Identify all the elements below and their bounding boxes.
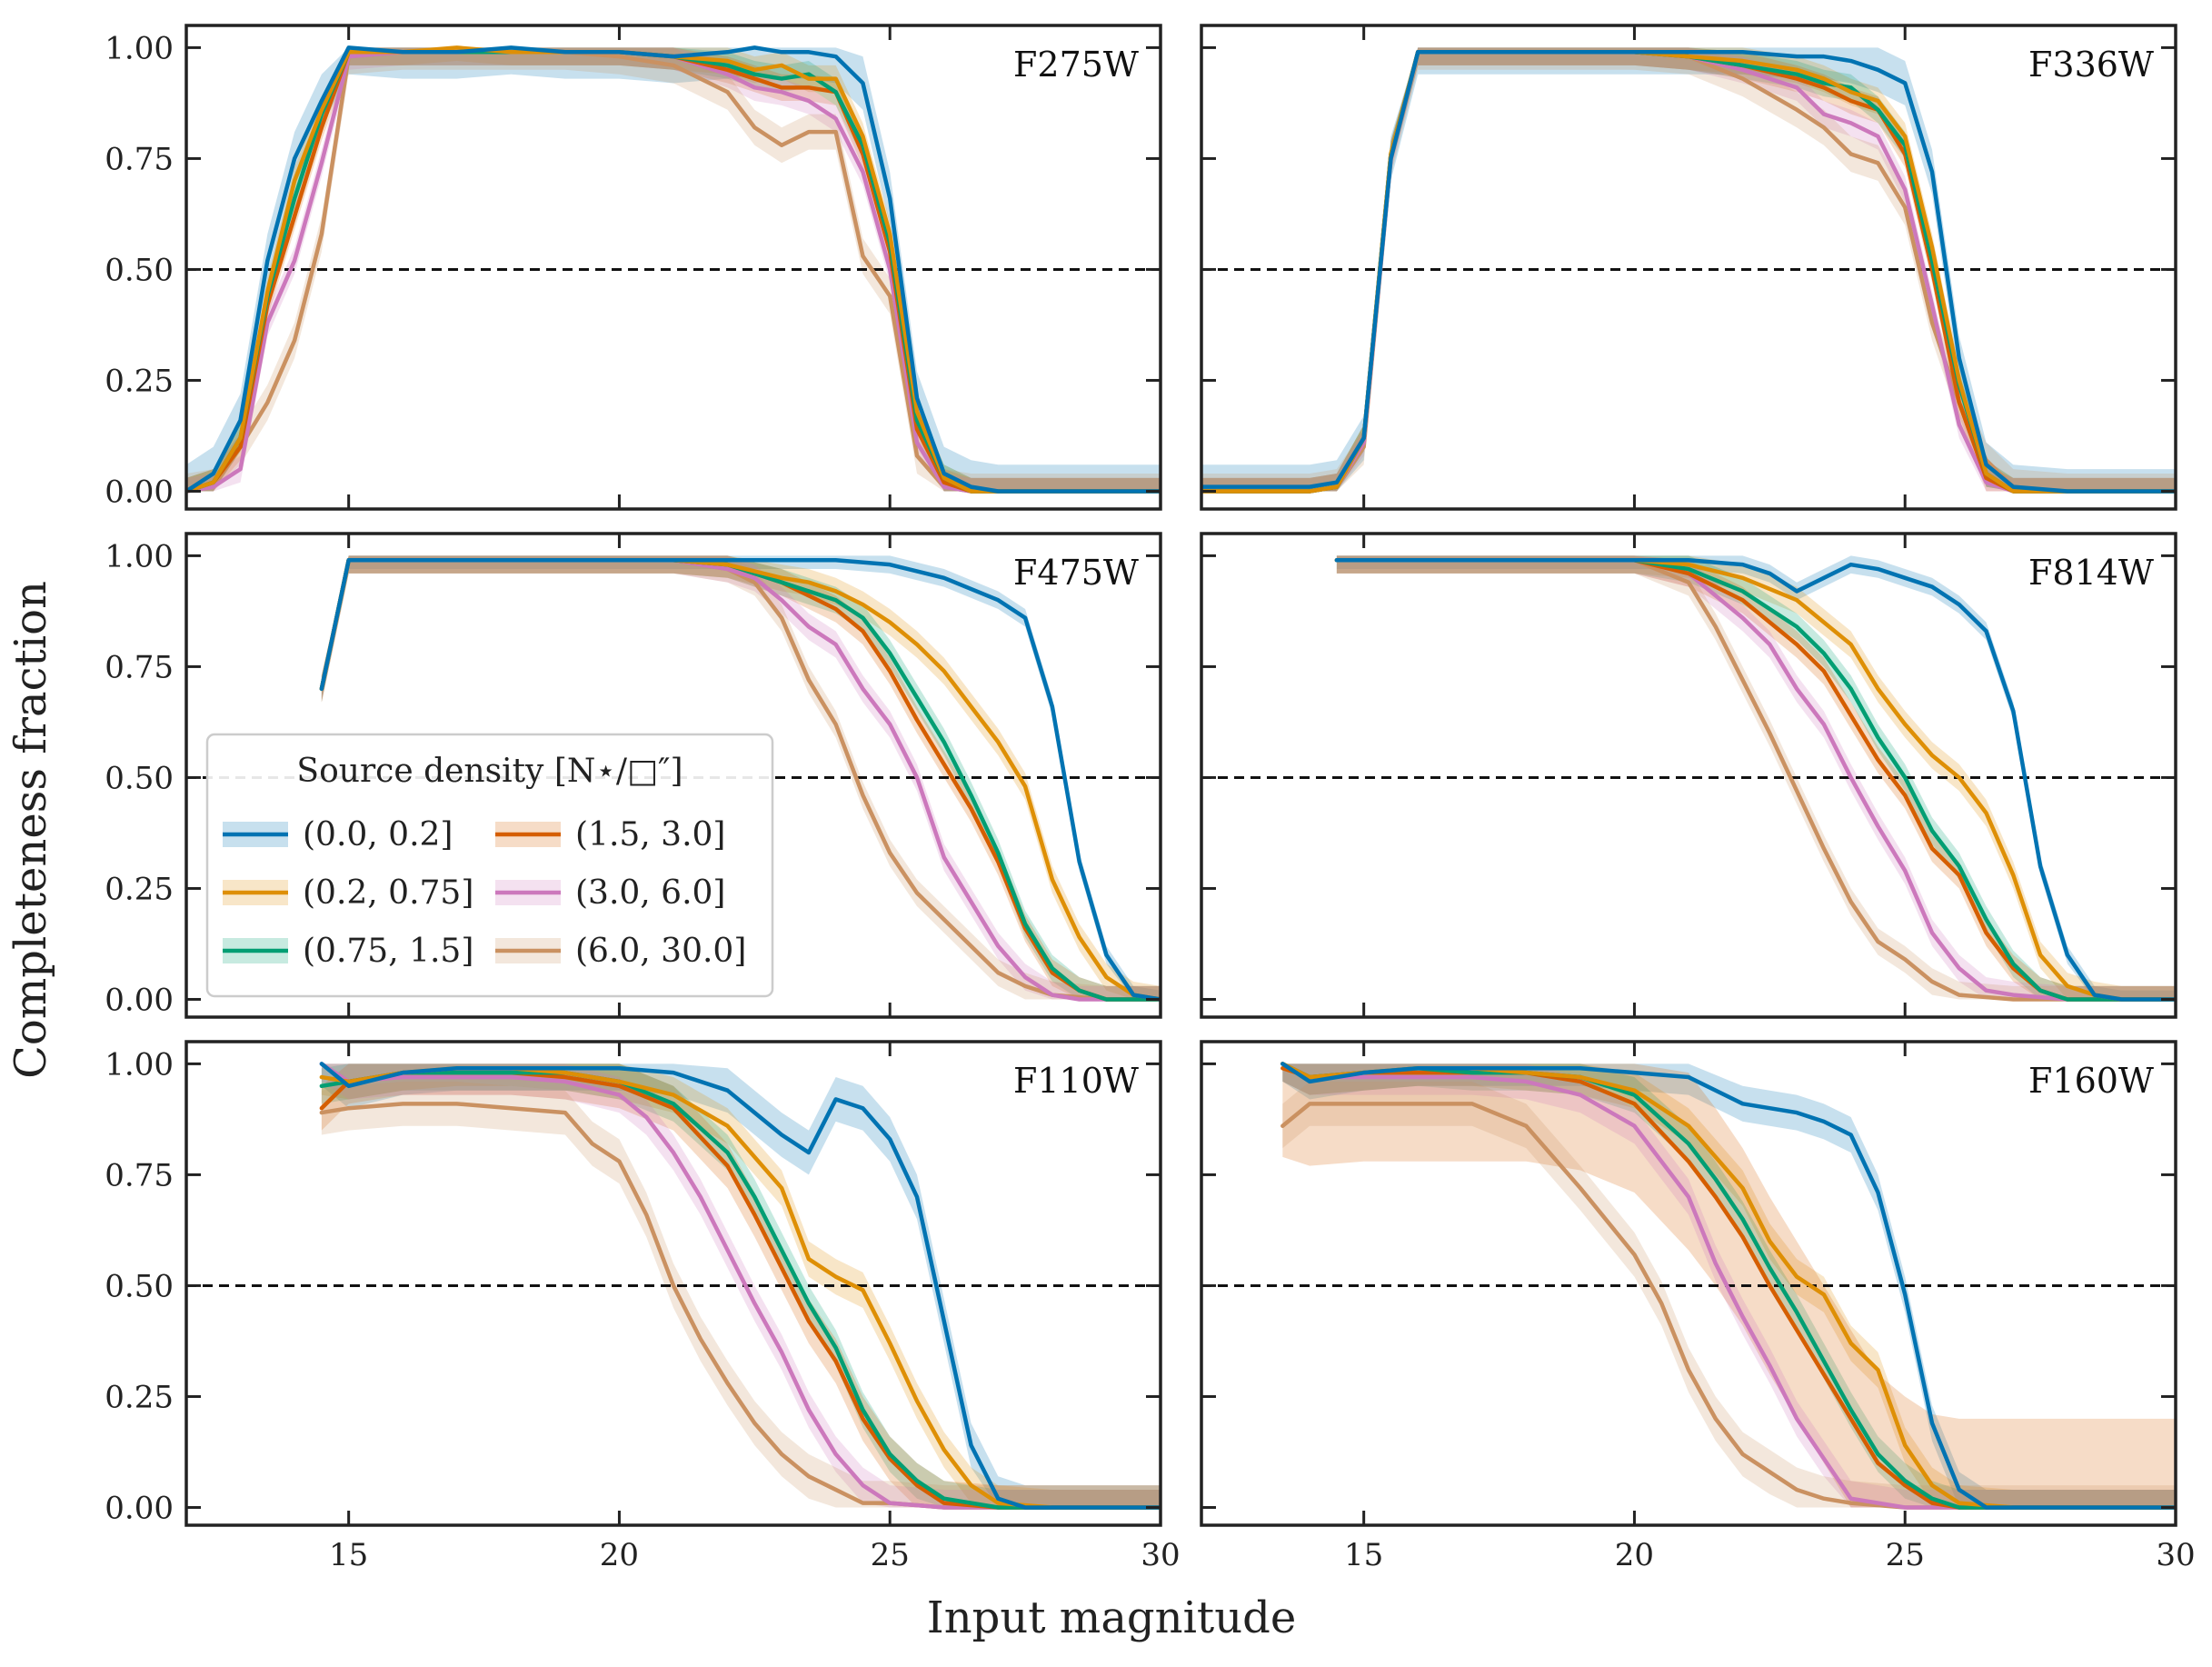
legend-item-3: (0.75, 1.5] [223,933,473,970]
legend-title: Source density [N⋆/□″] [296,753,683,790]
legend-item-4: (1.5, 3.0] [495,816,725,853]
series-line-1 [1334,558,2176,1002]
legend-label: (6.0, 30.0] [575,933,746,970]
x-tick-label: 15 [1344,1537,1383,1573]
series-line-1 [319,558,1161,1002]
y-tick-label: 1.00 [105,538,174,574]
panel-label-f336w: F336W [2028,45,2154,85]
series-line-5 [186,50,1161,494]
series-line-5 [1280,1062,2176,1510]
x-tick-label: 30 [2156,1537,2195,1573]
panel-f110w: 15 20 25 30 0.00 0.25 0.50 0.75 1.00 F110W [105,1040,1181,1573]
series-line-4 [186,50,1161,494]
y-tick-label: 1.00 [105,30,174,66]
axes-frame [184,1040,1162,1527]
legend-label: (3.0, 6.0] [575,874,725,912]
y-tick-label: 0.25 [105,1379,174,1415]
y-tick-label: 0.50 [105,1268,174,1304]
axes-frame [1200,24,2177,511]
x-tick-label: 30 [1141,1537,1180,1573]
x-tick-label: 20 [600,1537,639,1573]
legend-item-5: (3.0, 6.0] [495,874,725,912]
axes-frame [184,532,1162,1019]
y-tick-label: 0.00 [105,474,174,510]
legend: Source density [N⋆/□″] (0.0, 0.2] (0.2, 0… [205,733,774,998]
panel-label-f275w: F275W [1013,45,1139,85]
series-line-3 [319,1070,1161,1510]
series-line-1 [1280,1062,2176,1510]
legend-label: (0.0, 0.2] [303,816,453,853]
panel-f336w: F336W [1200,24,2177,511]
plot-area [186,45,1161,494]
series-line-4 [1280,1066,2176,1510]
plot-area [186,1062,1161,1510]
plot-area [1201,47,2176,494]
legend-item-2: (0.2, 0.75] [223,874,473,912]
uncertainty-band-2 [321,1063,1161,1508]
y-axis-title: Completeness fraction [5,581,56,1079]
legend-label: (0.2, 0.75] [303,874,473,912]
series-line-1 [319,1062,1161,1510]
plot-area [1201,1062,2176,1510]
y-tick-label: 0.25 [105,871,174,907]
legend-item-6: (6.0, 30.0] [495,933,746,970]
uncertainty-band-6 [321,1081,1161,1508]
panel-f275w: 0.00 0.25 0.50 0.75 1.00 F275W [105,24,1162,511]
panel-label-f475w: F475W [1013,553,1139,593]
panel-label-f110w: F110W [1013,1061,1139,1101]
y-tick-label: 0.75 [105,649,174,685]
axes-frame [1200,1040,2177,1527]
series-line-6 [1280,1102,2176,1510]
plot-area [1201,555,2176,1002]
y-tick-label: 0.75 [105,141,174,177]
panel-f160w: 15 20 25 30 F160W [1200,1040,2196,1573]
series-line-6 [319,1102,1161,1510]
y-tick-label: 0.50 [105,760,174,796]
legend-items: (0.0, 0.2] (0.2, 0.75] (0.75, 1.5] (1.5, 3.… [223,816,746,970]
panels-group: 0.000.250.500.751.00 F275W F336W0.000.250.… [105,24,2196,1573]
series-line-1 [186,45,1161,494]
y-tick-label: 0.00 [105,982,174,1018]
uncertainty-band-6 [1282,1081,2176,1508]
panel-f475w: 0.00 0.25 0.50 0.75 1.00 F475W [105,532,1162,1019]
y-tick-label: 1.00 [105,1046,174,1083]
x-tick-label: 25 [871,1537,910,1573]
y-tick-label: 0.25 [105,363,174,399]
uncertainty-band-1 [186,47,1161,492]
legend-item-1: (0.0, 0.2] [223,816,453,853]
axes-frame [184,24,1162,511]
legend-label: (0.75, 1.5] [303,933,473,970]
panel-f814w: F814W [1200,532,2177,1019]
legend-frame [205,733,774,998]
uncertainty-band-1 [1201,47,2176,492]
y-tick-label: 0.00 [105,1490,174,1526]
y-tick-label: 0.75 [105,1157,174,1193]
panel-label-f814w: F814W [2028,553,2154,593]
y-tick-label: 0.50 [105,252,174,288]
legend-label: (1.5, 3.0] [575,816,725,853]
series-line-1 [1201,50,2176,494]
x-axis-title: Input magnitude [927,1592,1297,1643]
axes-frame [1200,532,2177,1019]
uncertainty-band-5 [321,1063,1161,1508]
panel-label-f160w: F160W [2028,1061,2154,1101]
x-tick-label: 20 [1615,1537,1654,1573]
x-tick-label: 25 [1886,1537,1925,1573]
uncertainty-band-2 [321,555,1161,1000]
plot-area [186,555,1161,1002]
series-line-5 [319,1062,1161,1510]
x-tick-label: 15 [329,1537,368,1573]
